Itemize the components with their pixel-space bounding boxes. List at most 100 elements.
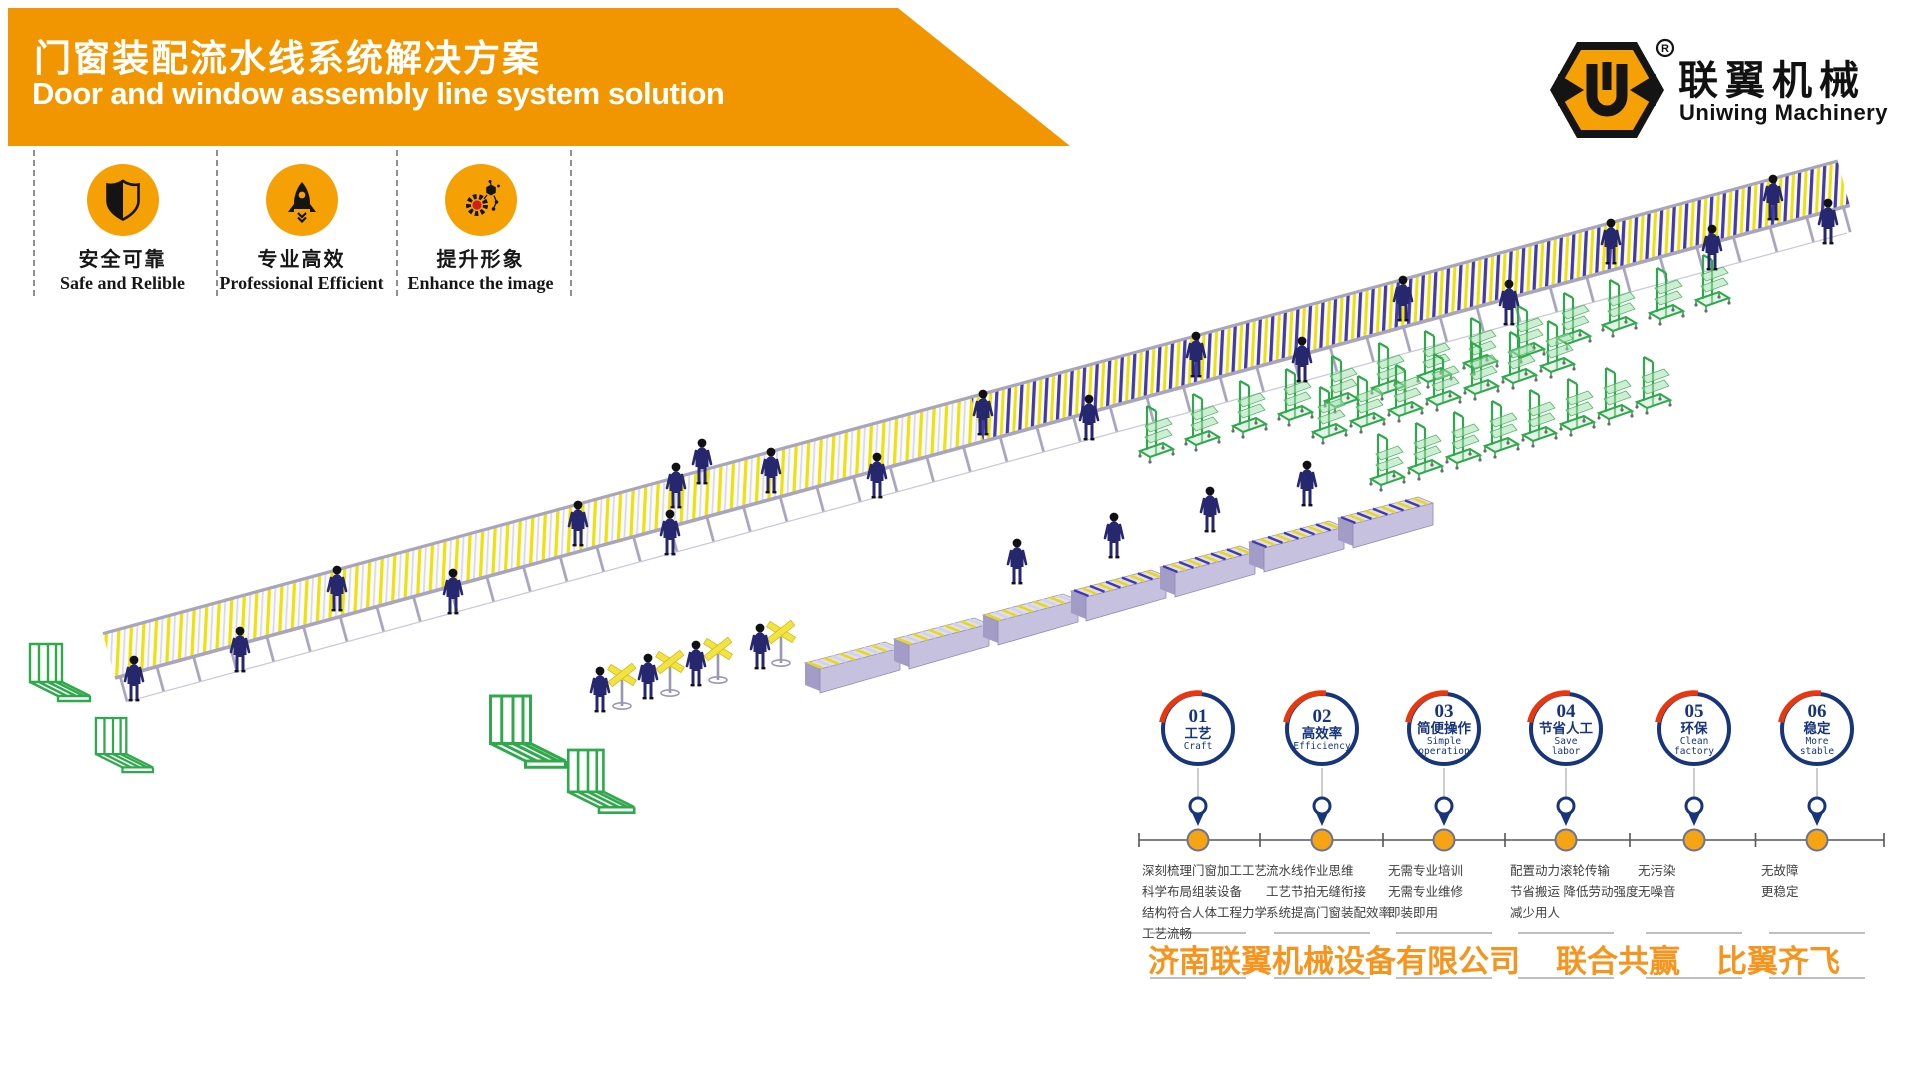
badge-safe: 安全可靠 Safe and Relible [33, 150, 212, 296]
rack-figure [1500, 330, 1539, 391]
brand-name-zh: 联翼机械 [1678, 59, 1866, 103]
timeline-step-04: 04 节省人工 Save labor [1526, 689, 1606, 769]
tableP-figure [1336, 495, 1435, 550]
step-desc-01: 深刻梳理门窗加工工艺 科学布局组装设备 结构符合人体工程力学 工艺流畅 [1142, 864, 1268, 941]
worker-figure [1296, 459, 1318, 508]
badge-divider [33, 150, 35, 296]
step-label-zh: 环保 [1680, 720, 1708, 736]
step-number: 02 [1312, 705, 1332, 727]
rack-figure [1444, 410, 1483, 471]
rack-figure [1634, 355, 1673, 416]
lrack-figure [489, 694, 567, 769]
brand-logo: R 联翼机械 Uniwing Machinery [1548, 38, 1908, 148]
timeline-step-02: 02 高效率 Efficiency [1282, 689, 1362, 769]
timeline-step-01: 01 工艺 Craft [1158, 689, 1238, 769]
step-label-zh: 稳定 [1803, 720, 1831, 736]
badge-label-en: Professional Efficient [219, 273, 384, 293]
tableP-figure [1247, 519, 1346, 574]
rack-figure [1538, 319, 1577, 380]
company-name: 济南联翼机械设备有限公司 [1148, 944, 1520, 979]
timeline-dot [1554, 828, 1578, 852]
step-desc-03: 无需专业培训 无需专业维修 即装即用 [1388, 864, 1464, 920]
page-title-en: Door and window assembly line system sol… [32, 76, 725, 111]
step-label-zh: 节省人工 [1539, 720, 1593, 736]
xstand-figure [765, 618, 797, 668]
badge-professional: 专业高效 Professional Efficient [212, 150, 391, 296]
badge-image: 提升形象 Enhance the image [391, 150, 570, 296]
tableP-figure [1158, 544, 1257, 599]
tableY-figure [981, 592, 1080, 647]
step-label-en: Craft [1183, 740, 1213, 752]
step-label-zh: 简便操作 [1417, 720, 1471, 736]
worker-figure [685, 639, 707, 688]
xstand-figure [606, 661, 638, 711]
worker-figure [1103, 511, 1125, 560]
pin-icon [1434, 796, 1454, 816]
badge-label-zh: 提升形象 [436, 249, 525, 271]
timeline-dot [1682, 828, 1706, 852]
badge-divider [216, 150, 218, 296]
timeline-dot [1310, 828, 1334, 852]
brand-name-en: Uniwing Machinery [1679, 100, 1888, 125]
xstand-figure [654, 648, 686, 698]
rocket-icon [287, 182, 316, 223]
pin-icon [1312, 796, 1332, 816]
rack-figure [1368, 432, 1407, 493]
step-number: 04 [1556, 700, 1576, 722]
rack-figure [1596, 366, 1635, 427]
tableP-figure [1069, 568, 1168, 623]
step-label-zh: 高效率 [1301, 725, 1343, 741]
tableY-figure [892, 616, 991, 671]
step-label-en: More stable [1799, 735, 1835, 757]
badge-divider [570, 150, 572, 296]
tableY-figure [803, 640, 902, 695]
shield-icon [105, 179, 140, 221]
lrack-figure [28, 642, 92, 703]
timeline-marks [1138, 768, 1885, 979]
step-label-en: Save labor [1551, 735, 1581, 757]
timeline-dot [1805, 828, 1829, 852]
step-red-arc [1527, 690, 1571, 723]
timeline-dot [1186, 828, 1210, 852]
step-number: 05 [1684, 700, 1704, 722]
worker-figure [589, 665, 611, 714]
badge-label-en: Safe and Relible [59, 273, 185, 293]
step-label-en: Efficiency [1293, 740, 1351, 752]
pin-icon [1556, 796, 1576, 816]
step-label-zh: 工艺 [1184, 725, 1212, 741]
timeline-step-03: 03 简便操作 Simple operation [1404, 689, 1484, 769]
rack-figure [1462, 341, 1501, 402]
pin-icon [1807, 796, 1827, 816]
lrack-figure [566, 748, 636, 815]
feature-badges: 安全可靠 Safe and Relible 专业高效 Professional … [33, 150, 570, 296]
step-red-arc [1778, 690, 1822, 723]
step-desc-02: 流水线作业思维 工艺节拍无缝衔接 系统提高门窗装配效率 [1266, 864, 1392, 920]
step-desc-05: 无污染 无噪音 [1638, 864, 1676, 899]
badge-divider [396, 150, 398, 296]
lrack-figure [94, 716, 155, 774]
worker-figure [749, 622, 771, 671]
slogan-1: 联合共赢 [1556, 944, 1680, 979]
pin-icon [1188, 796, 1208, 816]
timeline-step-05: 05 环保 Clean factory [1654, 689, 1734, 769]
rack-figure [1558, 377, 1597, 438]
uniwing-hexagon-logo-icon: R [1550, 38, 1675, 138]
header-banner: 门窗装配流水线系统解决方案 Door and window assembly l… [8, 8, 1070, 146]
step-red-arc [1159, 690, 1203, 723]
top-conveyor [102, 159, 1853, 703]
rack-figure [1520, 388, 1559, 449]
pin-icon [1684, 796, 1704, 816]
timeline-step-06: 06 稳定 More stable [1777, 689, 1857, 769]
step-red-arc [1283, 690, 1327, 723]
svg-text:R: R [1661, 43, 1669, 55]
registered-trademark-icon [1655, 38, 1675, 58]
badge-label-zh: 专业高效 [257, 249, 346, 271]
worker-figure [1006, 537, 1028, 586]
step-red-arc [1655, 690, 1699, 723]
badge-label-zh: 安全可靠 [78, 249, 167, 271]
worker-figure [1199, 485, 1221, 534]
rack-figure [1406, 421, 1445, 482]
step-label-en: Clean factory [1673, 735, 1715, 757]
